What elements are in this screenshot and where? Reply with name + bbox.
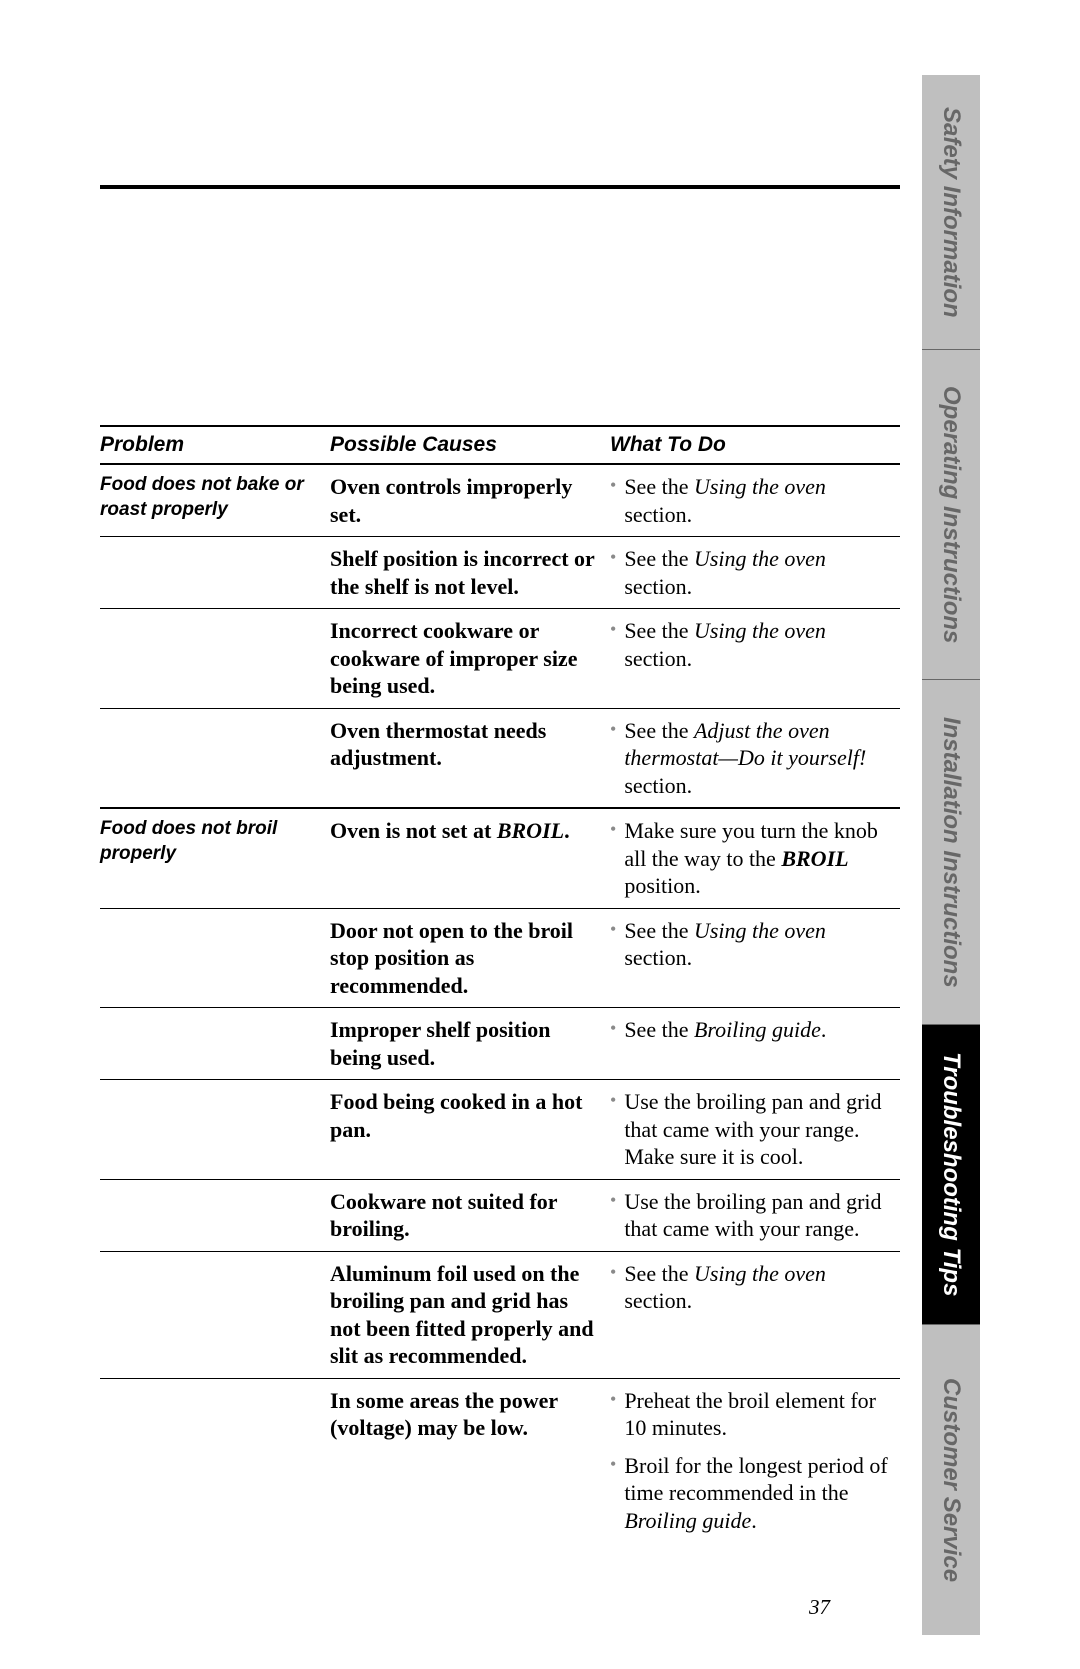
cause-cell: Aluminum foil used on the broiling pan a… bbox=[330, 1251, 610, 1378]
todo-bullet: • See the Using the oven section. bbox=[610, 473, 892, 528]
header-rule bbox=[100, 185, 900, 189]
problem-cell bbox=[100, 1008, 330, 1080]
table-row: Shelf position is incorrect or the shelf… bbox=[100, 537, 900, 609]
todo-cell: • See the Using the oven section. bbox=[610, 1251, 900, 1378]
todo-text: See the Using the oven section. bbox=[624, 917, 892, 972]
todo-cell: • Make sure you turn the knob all the way… bbox=[610, 808, 900, 908]
todo-text: See the Broiling guide. bbox=[624, 1016, 892, 1044]
table-row: Door not open to the broil stop position… bbox=[100, 908, 900, 1008]
col-header-causes: Possible Causes bbox=[330, 426, 610, 464]
problem-cell bbox=[100, 708, 330, 808]
todo-text: See the Adjust the oven thermostat—Do it… bbox=[624, 717, 892, 800]
problem-cell: Food does not bake or roast properly bbox=[100, 464, 330, 537]
table-row: Improper shelf position being used.• See … bbox=[100, 1008, 900, 1080]
todo-cell: • Use the broiling pan and grid that came… bbox=[610, 1080, 900, 1180]
cause-cell: Food being cooked in a hot pan. bbox=[330, 1080, 610, 1180]
todo-text: Preheat the broil element for 10 minutes… bbox=[624, 1387, 892, 1442]
problem-cell bbox=[100, 1251, 330, 1378]
manual-page: Safety Information Operating Instruction… bbox=[100, 75, 980, 1635]
table-row: Food does not bake or roast properlyOven… bbox=[100, 464, 900, 537]
todo-bullet: • Make sure you turn the knob all the way… bbox=[610, 817, 892, 900]
bullet-dot-icon: • bbox=[610, 1016, 616, 1041]
todo-bullet: • See the Adjust the oven thermostat—Do i… bbox=[610, 717, 892, 800]
troubleshooting-table: Problem Possible Causes What To Do Food … bbox=[100, 425, 900, 1542]
todo-cell: • See the Adjust the oven thermostat—Do i… bbox=[610, 708, 900, 808]
bullet-dot-icon: • bbox=[610, 1188, 616, 1213]
col-header-problem: Problem bbox=[100, 426, 330, 464]
bullet-dot-icon: • bbox=[610, 917, 616, 942]
cause-cell: Cookware not suited for broiling. bbox=[330, 1179, 610, 1251]
bullet-dot-icon: • bbox=[610, 1260, 616, 1285]
todo-bullet: • See the Broiling guide. bbox=[610, 1016, 892, 1044]
table-row: Cookware not suited for broiling.• Use th… bbox=[100, 1179, 900, 1251]
problem-cell bbox=[100, 537, 330, 609]
cause-cell: Oven controls improperly set. bbox=[330, 464, 610, 537]
bullet-dot-icon: • bbox=[610, 1088, 616, 1113]
tab-installation[interactable]: Installation Instructions bbox=[922, 680, 980, 1025]
problem-cell bbox=[100, 908, 330, 1008]
table-row: Food does not broil properlyOven is not … bbox=[100, 808, 900, 908]
problem-cell: Food does not broil properly bbox=[100, 808, 330, 908]
cause-cell: Incorrect cookware or cookware of improp… bbox=[330, 609, 610, 709]
cause-cell: Oven thermostat needs adjustment. bbox=[330, 708, 610, 808]
todo-text: See the Using the oven section. bbox=[624, 473, 892, 528]
col-header-todo: What To Do bbox=[610, 426, 900, 464]
todo-text: See the Using the oven section. bbox=[624, 1260, 892, 1315]
todo-cell: • See the Using the oven section. bbox=[610, 908, 900, 1008]
todo-text: See the Using the oven section. bbox=[624, 617, 892, 672]
bullet-dot-icon: • bbox=[610, 717, 616, 742]
cause-cell: In some areas the power (voltage) may be… bbox=[330, 1378, 610, 1542]
todo-text: Use the broiling pan and grid that came … bbox=[624, 1088, 892, 1171]
todo-cell: • See the Using the oven section. bbox=[610, 609, 900, 709]
todo-bullet: • See the Using the oven section. bbox=[610, 1260, 892, 1315]
todo-bullet: • Use the broiling pan and grid that came… bbox=[610, 1188, 892, 1243]
bullet-dot-icon: • bbox=[610, 1387, 616, 1412]
cause-cell: Door not open to the broil stop position… bbox=[330, 908, 610, 1008]
page-number: 37 bbox=[809, 1595, 830, 1620]
todo-cell: • See the Using the oven section. bbox=[610, 464, 900, 537]
problem-cell bbox=[100, 1378, 330, 1542]
cause-cell: Shelf position is incorrect or the shelf… bbox=[330, 537, 610, 609]
todo-cell: • See the Using the oven section. bbox=[610, 537, 900, 609]
cause-cell: Oven is not set at BROIL. bbox=[330, 808, 610, 908]
todo-text: Use the broiling pan and grid that came … bbox=[624, 1188, 892, 1243]
todo-cell: • See the Broiling guide. bbox=[610, 1008, 900, 1080]
tab-operating[interactable]: Operating Instructions bbox=[922, 350, 980, 680]
table-row: Incorrect cookware or cookware of improp… bbox=[100, 609, 900, 709]
table-header-row: Problem Possible Causes What To Do bbox=[100, 426, 900, 464]
tab-customer[interactable]: Customer Service bbox=[922, 1325, 980, 1635]
todo-text: See the Using the oven section. bbox=[624, 545, 892, 600]
problem-cell bbox=[100, 609, 330, 709]
page-content: Problem Possible Causes What To Do Food … bbox=[100, 75, 900, 1635]
todo-text: Broil for the longest period of time rec… bbox=[624, 1452, 892, 1535]
side-tab-strip: Safety Information Operating Instruction… bbox=[922, 75, 980, 1635]
todo-bullet: • Use the broiling pan and grid that came… bbox=[610, 1088, 892, 1171]
problem-cell bbox=[100, 1179, 330, 1251]
todo-bullet: • See the Using the oven section. bbox=[610, 917, 892, 972]
table-row: In some areas the power (voltage) may be… bbox=[100, 1378, 900, 1542]
bullet-dot-icon: • bbox=[610, 545, 616, 570]
problem-cell bbox=[100, 1080, 330, 1180]
todo-cell: • Use the broiling pan and grid that came… bbox=[610, 1179, 900, 1251]
todo-bullet: • See the Using the oven section. bbox=[610, 617, 892, 672]
todo-bullet: • Preheat the broil element for 10 minute… bbox=[610, 1387, 892, 1442]
todo-bullet: • See the Using the oven section. bbox=[610, 545, 892, 600]
tab-safety[interactable]: Safety Information bbox=[922, 75, 980, 350]
bullet-dot-icon: • bbox=[610, 617, 616, 642]
bullet-dot-icon: • bbox=[610, 817, 616, 842]
table-row: Aluminum foil used on the broiling pan a… bbox=[100, 1251, 900, 1378]
bullet-dot-icon: • bbox=[610, 473, 616, 498]
todo-text: Make sure you turn the knob all the way … bbox=[624, 817, 892, 900]
troubleshooting-table-wrap: Problem Possible Causes What To Do Food … bbox=[100, 425, 900, 1542]
todo-cell: • Preheat the broil element for 10 minute… bbox=[610, 1378, 900, 1542]
bullet-dot-icon: • bbox=[610, 1452, 616, 1477]
todo-bullet: • Broil for the longest period of time re… bbox=[610, 1452, 892, 1535]
table-row: Oven thermostat needs adjustment.• See th… bbox=[100, 708, 900, 808]
cause-cell: Improper shelf position being used. bbox=[330, 1008, 610, 1080]
table-row: Food being cooked in a hot pan.• Use the … bbox=[100, 1080, 900, 1180]
tab-troubleshooting[interactable]: Troubleshooting Tips bbox=[922, 1025, 980, 1325]
